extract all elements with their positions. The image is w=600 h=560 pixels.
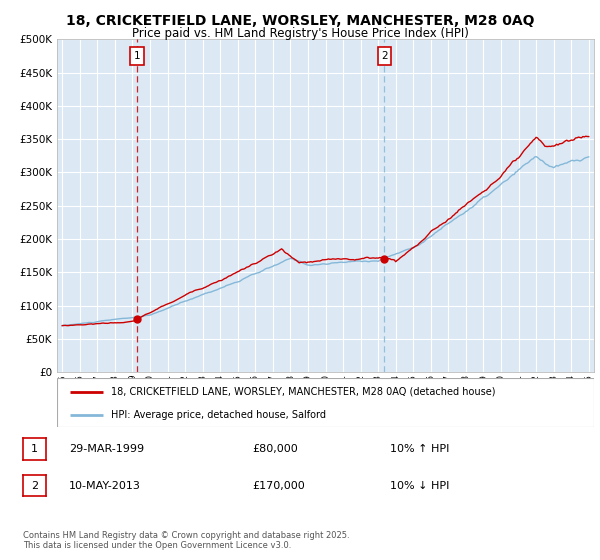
Text: HPI: Average price, detached house, Salford: HPI: Average price, detached house, Salf… [111,410,326,420]
Text: 2: 2 [31,480,38,491]
Text: 2: 2 [381,51,388,61]
Text: Price paid vs. HM Land Registry's House Price Index (HPI): Price paid vs. HM Land Registry's House … [131,27,469,40]
Text: £80,000: £80,000 [252,444,298,454]
Text: Contains HM Land Registry data © Crown copyright and database right 2025.
This d: Contains HM Land Registry data © Crown c… [23,530,349,550]
Text: 29-MAR-1999: 29-MAR-1999 [69,444,144,454]
Text: 10-MAY-2013: 10-MAY-2013 [69,480,141,491]
Text: £170,000: £170,000 [252,480,305,491]
Text: 18, CRICKETFIELD LANE, WORSLEY, MANCHESTER, M28 0AQ: 18, CRICKETFIELD LANE, WORSLEY, MANCHEST… [66,14,534,28]
Text: 10% ↑ HPI: 10% ↑ HPI [390,444,449,454]
Text: 1: 1 [31,444,38,454]
Text: 10% ↓ HPI: 10% ↓ HPI [390,480,449,491]
Text: 18, CRICKETFIELD LANE, WORSLEY, MANCHESTER, M28 0AQ (detached house): 18, CRICKETFIELD LANE, WORSLEY, MANCHEST… [111,387,495,397]
Text: 1: 1 [133,51,140,61]
FancyBboxPatch shape [57,378,594,427]
